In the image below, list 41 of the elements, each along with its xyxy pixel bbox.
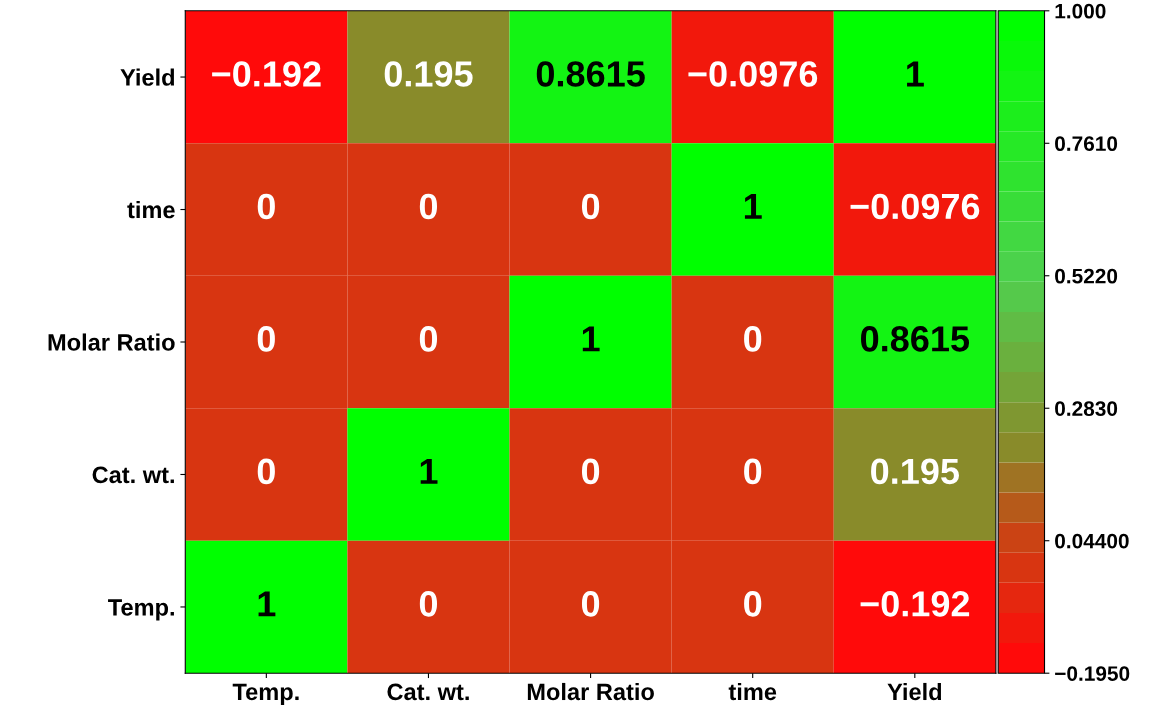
data-label: 0	[581, 591, 600, 617]
y-tick-label: Molar Ratio	[48, 333, 175, 351]
data-label: 0	[257, 458, 275, 485]
data-label: −0.0976	[850, 193, 980, 220]
data-label: 0.8615	[536, 61, 645, 87]
y-tick-label: time	[127, 200, 175, 219]
x-tick-label: Cat. wt.	[387, 683, 469, 701]
data-label: 1	[258, 591, 276, 617]
data-label: 0	[581, 458, 600, 485]
data-label: 1	[420, 458, 438, 484]
x-tick-label: Yield	[887, 682, 942, 701]
color-bar-label: 0.7610	[1055, 136, 1118, 152]
color-bar-label: 0.04400	[1055, 533, 1129, 549]
data-label: −0.192	[212, 61, 321, 87]
data-label: 0.195	[384, 61, 473, 87]
y-tick-label: Cat. wt.	[92, 466, 174, 484]
color-bar-label: 0.5220	[1055, 268, 1118, 284]
data-label: 0	[419, 326, 438, 352]
data-label: −0.192	[860, 591, 970, 617]
data-label: 1	[582, 326, 600, 352]
color-bar-label: 0.2830	[1055, 401, 1118, 417]
data-label: 1	[907, 61, 924, 87]
data-label: 0	[419, 591, 438, 617]
data-label: 0	[581, 193, 600, 220]
x-tick-label: Molar Ratio	[527, 682, 654, 701]
y-tick-label: Yield	[120, 68, 175, 86]
data-label: 0	[257, 193, 275, 220]
color-bar-label: −0.1950	[1055, 666, 1130, 681]
data-label: 1	[744, 194, 762, 219]
x-tick-label: time	[728, 682, 777, 701]
data-label: 0	[744, 326, 762, 352]
y-tick-label: Temp.	[108, 599, 174, 621]
color-bar-label: 1.000	[1055, 3, 1106, 19]
data-label: −0.0976	[688, 61, 818, 87]
x-tick-label: Temp.	[232, 683, 299, 705]
data-label: 0.195	[871, 458, 959, 485]
data-label: 0	[419, 193, 438, 220]
data-label: 0	[744, 591, 762, 617]
data-label: 0.8615	[861, 326, 970, 352]
data-label: 0	[257, 326, 275, 352]
data-label: 0	[744, 458, 762, 485]
